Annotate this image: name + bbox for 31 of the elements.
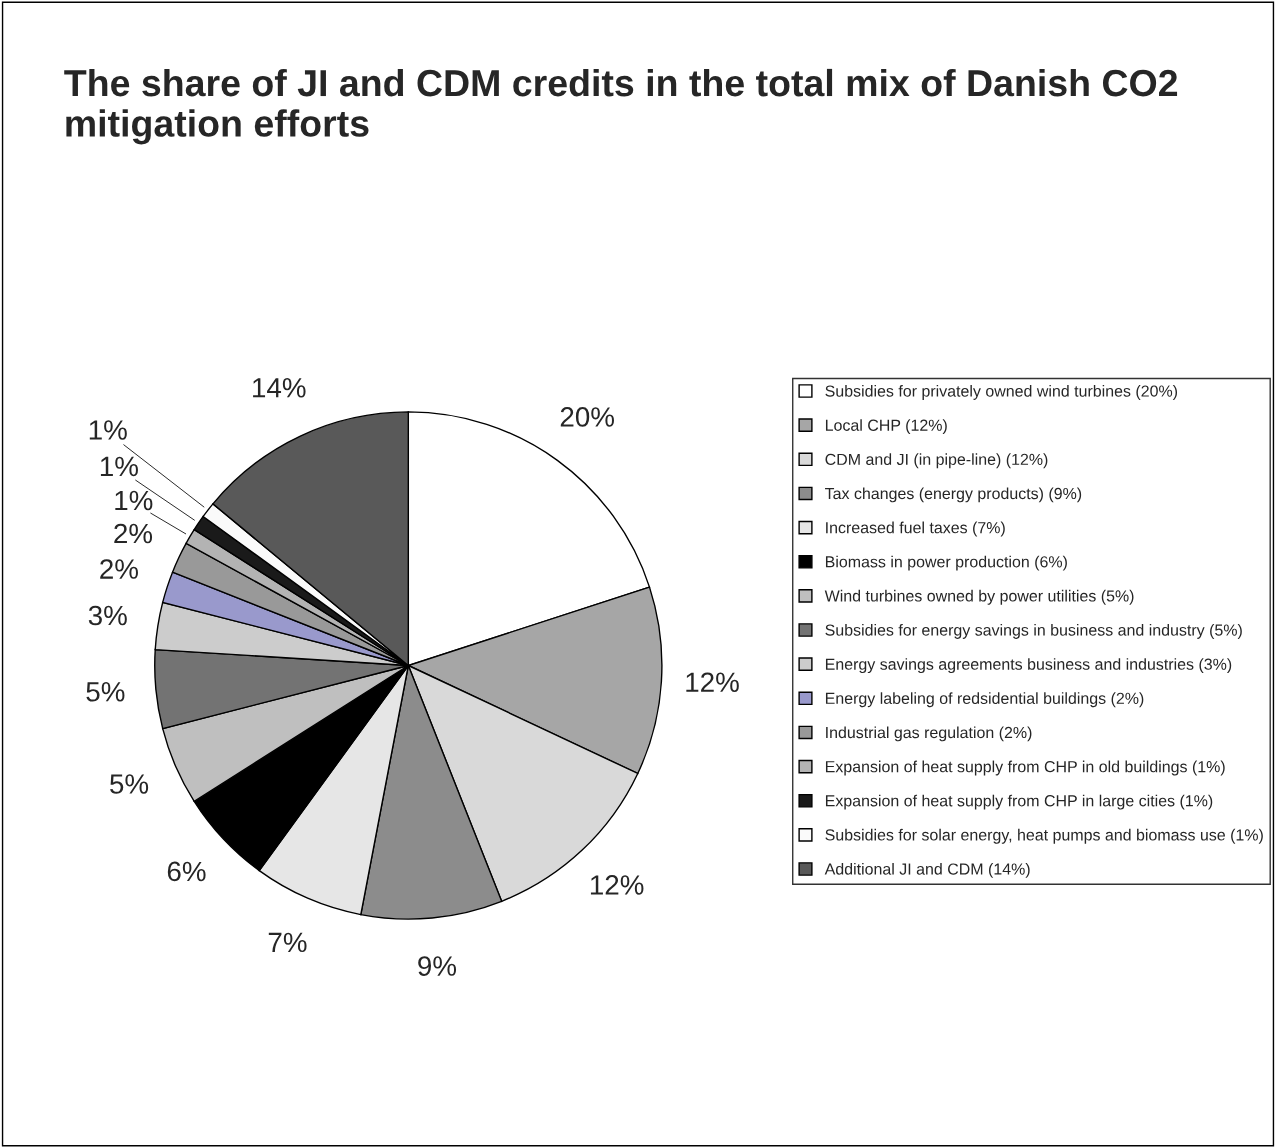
legend-label: Expansion of heat supply from CHP in old buildings (1%)	[825, 760, 1225, 776]
data-label: 12%	[686, 672, 739, 692]
legend-label: Industrial gas regulation (2%)	[826, 726, 1032, 742]
data-label: 1%	[100, 456, 138, 477]
data-label: 14%	[253, 378, 306, 398]
legend-label: Additional JI and CDM (14%)	[824, 862, 1030, 878]
data-label: 6%	[167, 861, 206, 882]
data-label: 7%	[268, 932, 307, 953]
data-label: 5%	[110, 774, 149, 794]
data-label: 1%	[115, 490, 153, 511]
data-label: 2%	[114, 523, 153, 544]
data-label: 20%	[560, 407, 614, 427]
data-label: 5%	[86, 682, 125, 702]
legend-label: Expansion of heat supply from CHP in large cities (1%)	[825, 794, 1213, 810]
legend-label: CDM and JI (in pipe-line) (12%)	[825, 453, 1048, 469]
legend-label: Local CHP (12%)	[825, 419, 947, 435]
legend-label: Energy savings agreements business and industries (3%)	[825, 658, 1232, 674]
legend-label: Tax changes (energy products) (9%)	[825, 487, 1082, 503]
data-label: 12%	[590, 875, 644, 895]
legend-label: Increased fuel taxes (7%)	[826, 521, 1005, 537]
chart-title: The share of JI and CDM credits in the total mix of Danish CO2 mitigation efforts	[64, 68, 1178, 145]
data-label: 1%	[89, 420, 127, 440]
legend-label: Biomass in power production (6%)	[825, 555, 1067, 571]
data-label: 2%	[100, 559, 138, 579]
data-label: 3%	[88, 605, 127, 626]
data-label: 9%	[418, 956, 457, 976]
legend-label: Energy labeling of redsidential buildings (2%)	[825, 692, 1144, 708]
legend-label: Subsidies for energy savings in business and industry (5%)	[825, 624, 1242, 639]
legend-label: Subsidies for solar energy, heat pumps and biomass use (1%)	[825, 828, 1263, 844]
legend-label: Subsidies for privately owned wind turbines (20%)	[825, 385, 1178, 400]
legend-label: Wind turbines owned by power utilities (5%)	[824, 589, 1134, 605]
